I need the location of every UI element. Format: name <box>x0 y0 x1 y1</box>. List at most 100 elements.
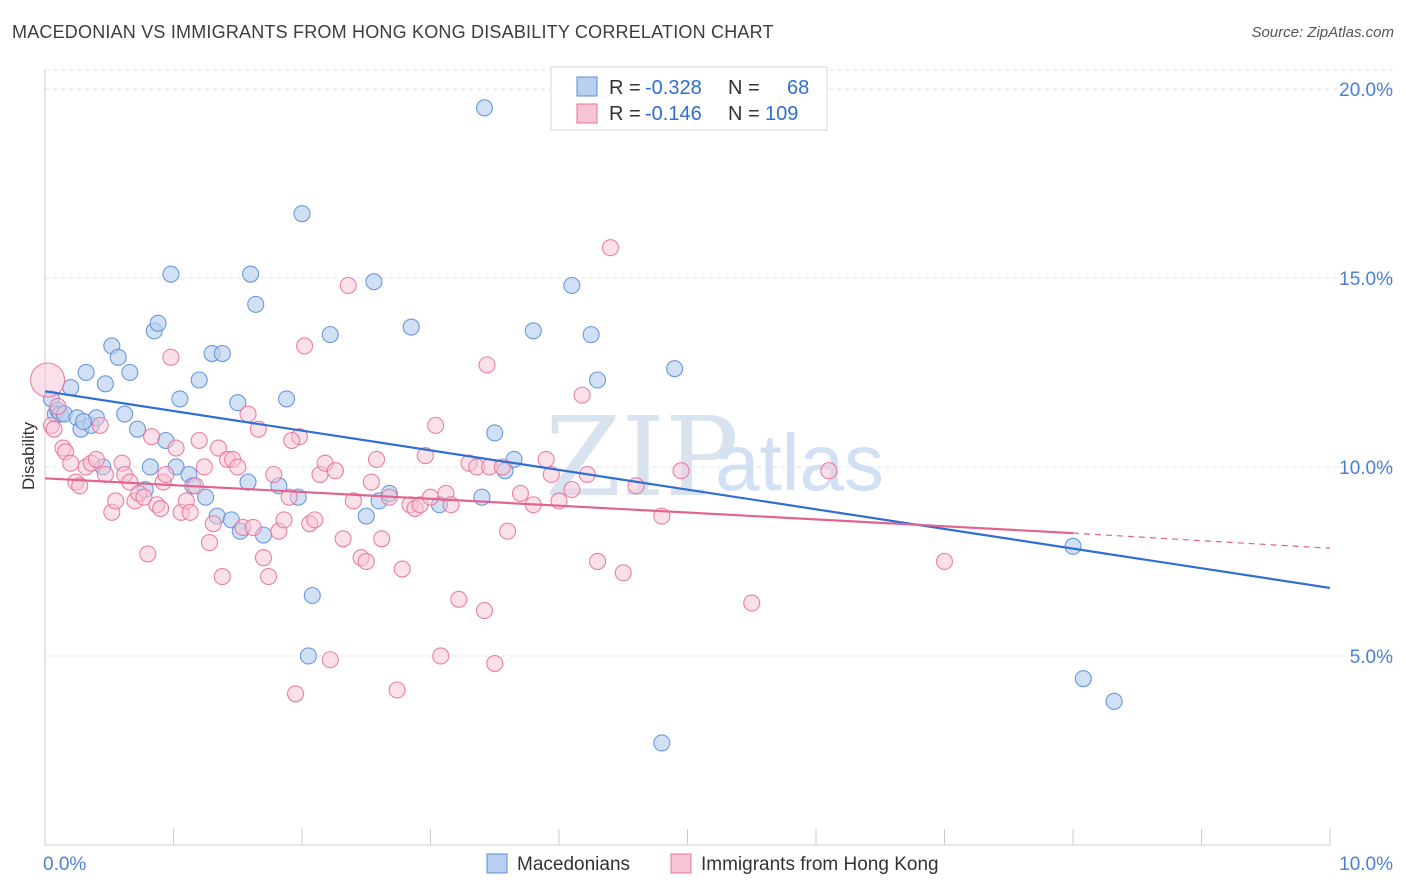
hongkong-point-108 <box>283 431 301 450</box>
hongkong-point-48 <box>260 568 278 586</box>
hongkong-point-107 <box>478 356 496 374</box>
bottom-legend-label-hongkong: Immigrants from Hong Kong <box>701 854 939 875</box>
hongkong-point-11 <box>87 450 105 468</box>
hongkong-point-6 <box>62 454 80 472</box>
hongkong-point-67 <box>362 473 380 491</box>
hongkong-point-87 <box>486 654 504 673</box>
hongkong-point-0 <box>30 362 66 398</box>
legend-r-label-1: R = <box>609 77 641 99</box>
macedonian-point-59 <box>563 276 581 295</box>
y-tick-label-0: 5.0% <box>1350 647 1393 668</box>
hongkong-point-98 <box>588 552 607 571</box>
hongkong-point-53 <box>287 685 305 703</box>
chart-title: MACEDONIAN VS IMMIGRANTS FROM HONG KONG … <box>12 22 774 42</box>
macedonian-point-44 <box>299 647 317 665</box>
hongkong-point-35 <box>195 458 213 476</box>
macedonian-point-29 <box>197 488 215 506</box>
hongkong-point-21 <box>135 488 153 506</box>
hongkong-point-42 <box>229 458 247 476</box>
y-tick-label-1: 10.0% <box>1339 458 1393 479</box>
legend-n-label-1: N = <box>728 77 760 99</box>
hongkong-point-82 <box>450 590 468 608</box>
hongkong-trend-line <box>44 477 1074 535</box>
hongkong-point-28 <box>162 348 180 366</box>
hongkong-point-78 <box>427 416 445 434</box>
macedonian-point-25 <box>171 390 189 408</box>
watermark-atlas: atlas <box>715 418 884 507</box>
hongkong-point-105 <box>820 462 838 480</box>
hongkong-point-36 <box>200 534 219 552</box>
hongkong-point-45 <box>244 518 262 536</box>
hongkong-point-8 <box>71 477 89 495</box>
hongkong-point-68 <box>367 450 386 468</box>
macedonian-point-60 <box>582 326 600 344</box>
macedonian-point-21 <box>149 314 167 332</box>
hongkong-point-62 <box>334 530 352 548</box>
macedonian-point-34 <box>229 394 247 412</box>
macedonian-point-37 <box>242 265 260 283</box>
macedonian-point-16 <box>121 363 139 381</box>
macedonian-point-15 <box>116 405 134 423</box>
macedonian-point-51 <box>402 318 420 336</box>
macedonian-point-47 <box>357 507 375 525</box>
hongkong-point-34 <box>190 431 208 450</box>
legend-n-label-2: N = <box>728 103 760 125</box>
hongkong-point-2 <box>45 420 63 438</box>
hongkong-point-3 <box>49 397 67 416</box>
hongkong-point-106 <box>935 552 954 571</box>
hongkong-point-69 <box>373 530 391 548</box>
macedonian-point-14 <box>109 348 127 366</box>
hongkong-point-52 <box>280 488 298 506</box>
hongkong-point-60 <box>321 651 339 669</box>
grid-lines <box>45 69 1395 657</box>
watermark-zip: ZIP <box>545 393 739 521</box>
hongkong-point-13 <box>96 465 114 484</box>
source-credit: Source: ZipAtlas.com <box>1251 24 1394 41</box>
hongkong-point-49 <box>265 465 283 484</box>
hongkong-point-39 <box>213 568 231 586</box>
hongkong-point-72 <box>393 560 411 578</box>
macedonian-point-58 <box>524 322 542 340</box>
macedonian-point-38 <box>247 295 265 313</box>
hongkong-point-100 <box>614 564 632 582</box>
hongkong-point-51 <box>275 511 293 529</box>
hongkong-point-95 <box>563 481 581 499</box>
bottom-legend-swatch-hongkong <box>670 853 692 874</box>
hongkong-point-63 <box>339 276 357 295</box>
hongkong-point-27 <box>157 465 175 484</box>
macedonian-point-66 <box>1105 692 1123 710</box>
hongkong-point-66 <box>357 552 375 571</box>
macedonian-point-8 <box>77 363 95 381</box>
x-tick-label-1: 10.0% <box>1339 854 1393 875</box>
hongkong-point-76 <box>416 447 434 465</box>
hongkong-point-23 <box>143 428 161 446</box>
legend-swatch-macedonians <box>576 76 598 97</box>
hongkong-point-85 <box>475 602 494 620</box>
legend-n-value-2: 109 <box>765 103 798 125</box>
hongkong-point-104 <box>743 594 761 612</box>
hongkong-trend-line-extension <box>1072 532 1331 549</box>
hongkong-point-92 <box>537 450 555 468</box>
macedonian-point-65 <box>1074 670 1092 688</box>
hongkong-point-25 <box>152 499 170 518</box>
legend-n-value-1: 68 <box>787 77 809 99</box>
legend-swatch-hongkong <box>576 103 598 124</box>
hongkong-point-89 <box>499 522 517 540</box>
hongkong-point-47 <box>254 549 273 567</box>
hongkong-point-90 <box>511 484 530 502</box>
macedonian-point-45 <box>303 586 321 605</box>
x-tick-label-0: 0.0% <box>43 854 86 875</box>
tick-labels: 5.0% 10.0% 15.0% 20.0% 0.0% 10.0% <box>43 80 1393 875</box>
macedonian-point-5 <box>62 379 80 397</box>
hongkong-point-96 <box>573 386 591 404</box>
hongkong-point-29 <box>167 439 185 457</box>
macedonian-point-17 <box>128 420 147 438</box>
legend-r-value-2: -0.146 <box>645 103 702 125</box>
macedonian-point-23 <box>162 265 180 283</box>
macedonian-point-55 <box>486 424 504 442</box>
macedonian-point-41 <box>278 390 296 408</box>
macedonian-point-64 <box>1064 537 1082 555</box>
macedonian-point-19 <box>141 458 159 476</box>
bottom-legend-label-macedonians: Macedonians <box>517 854 630 875</box>
bottom-legend: Macedonians Immigrants from Hong Kong <box>486 853 939 875</box>
